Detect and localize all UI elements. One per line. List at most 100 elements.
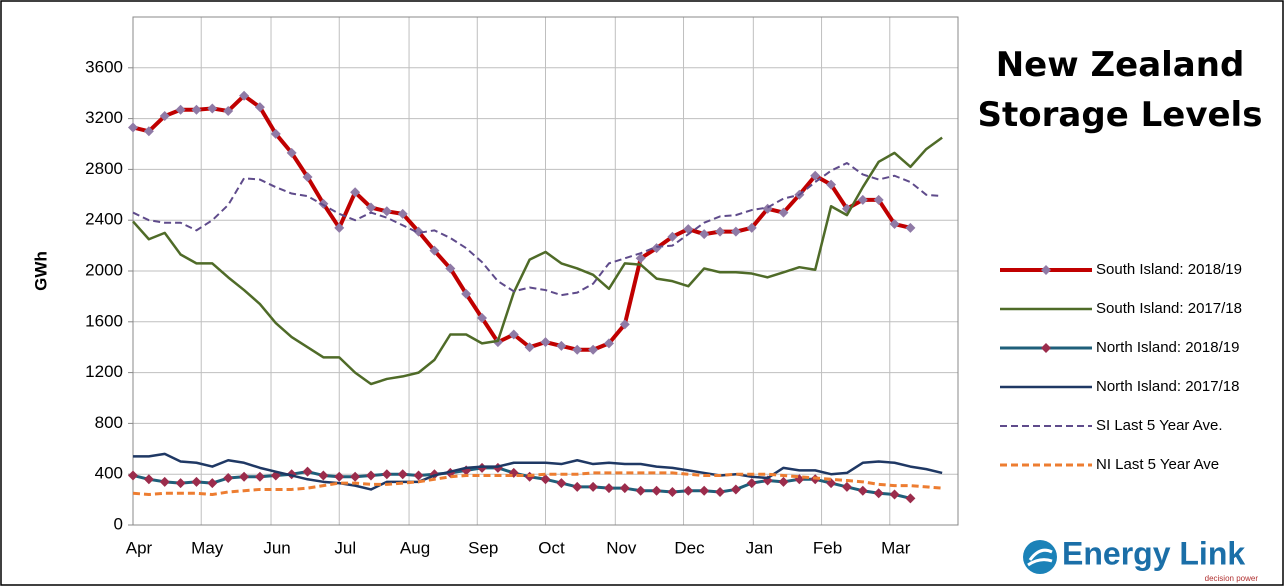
x-tick-label: May — [191, 538, 224, 557]
point-marker — [667, 486, 678, 497]
x-tick-label: Jan — [746, 538, 773, 557]
legend: South Island: 2018/19 South Island: 2017/… — [1000, 261, 1242, 473]
point-marker — [905, 222, 916, 233]
y-tick-label: 2400 — [85, 210, 123, 229]
point-marker — [350, 187, 361, 198]
y-tick-label: 0 — [114, 514, 123, 533]
point-marker — [429, 245, 440, 256]
point-marker — [651, 243, 662, 254]
logo-tagline: decision power — [1205, 574, 1259, 583]
point-marker — [651, 485, 662, 496]
series-layer — [128, 90, 943, 504]
point-marker — [556, 478, 567, 489]
point-marker — [841, 481, 852, 492]
point-marker — [857, 194, 868, 205]
point-marker — [381, 469, 392, 480]
point-marker — [207, 103, 218, 114]
point-marker — [223, 473, 234, 484]
point-marker — [302, 466, 313, 477]
point-marker — [619, 483, 630, 494]
x-tick-label: Nov — [606, 538, 637, 557]
logo-name: Energy Link — [1062, 535, 1245, 571]
point-marker — [397, 469, 408, 480]
point-marker — [873, 194, 884, 205]
point-marker — [302, 172, 313, 183]
point-marker — [143, 126, 154, 137]
y-tick-label: 3200 — [85, 108, 123, 127]
point-marker — [175, 478, 186, 489]
point-marker — [207, 478, 218, 489]
point-marker — [254, 102, 265, 113]
point-marker — [270, 128, 281, 139]
legend-label: NI Last 5 Year Ave — [1096, 456, 1219, 473]
point-marker — [223, 105, 234, 116]
series-line — [133, 452, 943, 491]
point-marker — [778, 207, 789, 218]
y-axis-label: GWh — [31, 251, 50, 291]
point-marker — [350, 471, 361, 482]
chart-title: New Zealand Storage Levels — [977, 45, 1263, 135]
logo: Energy Link decision power — [1023, 535, 1258, 583]
point-marker — [540, 474, 551, 485]
x-tick-label: Apr — [126, 538, 153, 557]
series-line — [132, 136, 943, 386]
y-tick-label: 400 — [95, 464, 123, 483]
point-marker — [477, 312, 488, 323]
point-marker — [635, 485, 646, 496]
point-marker — [540, 337, 551, 348]
point-marker — [128, 122, 138, 133]
point-marker — [746, 478, 757, 489]
legend-label: SI Last 5 Year Ave. — [1096, 417, 1223, 434]
point-marker — [159, 476, 170, 487]
legend-label: North Island: 2018/19 — [1096, 339, 1239, 356]
point-marker — [619, 319, 630, 330]
y-tick-label: 1600 — [85, 311, 123, 330]
point-marker — [413, 470, 424, 481]
point-marker — [556, 340, 567, 351]
x-tick-label: Jun — [263, 538, 290, 557]
point-marker — [492, 337, 503, 348]
point-marker — [588, 344, 599, 355]
point-marker — [826, 478, 837, 489]
point-marker — [143, 474, 154, 485]
y-tick-label: 3600 — [85, 57, 123, 76]
legend-marker — [1041, 265, 1051, 275]
point-marker — [572, 344, 583, 355]
y-tick-label: 1200 — [85, 362, 123, 381]
point-marker — [667, 231, 678, 242]
point-marker — [254, 471, 265, 482]
point-marker — [508, 329, 519, 340]
legend-marker — [1041, 343, 1051, 353]
logo-swoosh — [1027, 548, 1053, 567]
point-marker — [397, 208, 408, 219]
point-marker — [730, 226, 741, 237]
point-marker — [889, 489, 900, 500]
x-tick-label: Aug — [400, 538, 430, 557]
point-marker — [588, 481, 599, 492]
y-tick-label: 2000 — [85, 260, 123, 279]
point-marker — [175, 104, 186, 115]
point-marker — [191, 104, 202, 115]
point-marker — [715, 226, 726, 237]
point-marker — [524, 342, 535, 353]
x-tick-label: Sep — [468, 538, 498, 557]
point-marker — [810, 170, 821, 181]
legend-label: South Island: 2017/18 — [1096, 300, 1242, 317]
x-tick-label: Oct — [538, 538, 565, 557]
point-marker — [461, 288, 472, 299]
series-line — [132, 162, 943, 297]
point-marker — [381, 206, 392, 217]
x-tick-label: Dec — [674, 538, 705, 557]
plot-frame — [132, 16, 959, 526]
point-marker — [159, 111, 170, 122]
point-marker — [746, 222, 757, 233]
x-tick-label: Mar — [881, 538, 911, 557]
point-marker — [128, 470, 138, 481]
point-marker — [699, 485, 710, 496]
point-marker — [445, 263, 456, 274]
point-marker — [857, 485, 868, 496]
point-marker — [683, 485, 694, 496]
point-marker — [413, 226, 424, 237]
